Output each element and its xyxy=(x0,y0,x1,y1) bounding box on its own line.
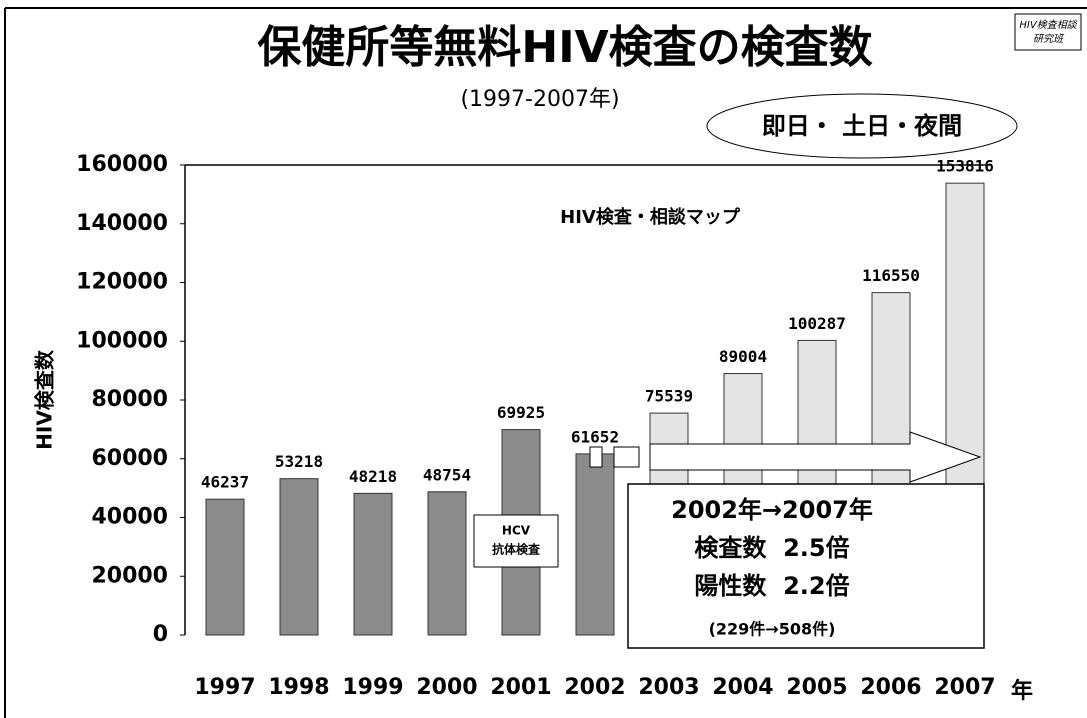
bar xyxy=(575,453,615,636)
y-tick-label: 40000 xyxy=(91,505,168,530)
subtitle: (1997-2007年) xyxy=(460,87,619,112)
bar xyxy=(353,492,393,636)
annotation: 抗体検査 xyxy=(492,542,541,557)
x-tick-label: 2005 xyxy=(786,675,847,700)
y-tick-label: 80000 xyxy=(91,387,168,412)
x-tick-label: 2002 xyxy=(564,675,625,700)
value-label: 153816 xyxy=(936,157,994,176)
summary-text: 2002年→2007年 xyxy=(671,496,873,524)
bar xyxy=(205,498,245,636)
value-label: 75539 xyxy=(645,387,693,406)
oval-text: 即日・ 土日・夜間 xyxy=(762,112,962,140)
arrow-part xyxy=(613,446,640,468)
x-tick-label: 2000 xyxy=(416,675,477,700)
bar xyxy=(279,478,319,636)
summary-text: 検査数 2.5倍 xyxy=(694,534,849,562)
oval xyxy=(706,93,1018,159)
x-tick-label: 1999 xyxy=(342,675,403,700)
y-tick-label: 140000 xyxy=(76,211,168,236)
y-tick-label: 60000 xyxy=(91,446,168,471)
y-axis-label: HIV検査数 xyxy=(33,349,57,450)
x-tick-label: 2004 xyxy=(712,675,773,700)
x-tick-label: 1997 xyxy=(194,675,255,700)
summary-text: (229件→508件) xyxy=(709,620,836,639)
logo-box xyxy=(1014,13,1082,51)
arrow xyxy=(649,431,982,483)
annotation: HIV検査・相談マップ xyxy=(560,206,741,228)
annotation: HCV xyxy=(502,524,531,538)
value-label: 61652 xyxy=(571,427,619,446)
x-tick-label: 2006 xyxy=(860,675,921,700)
value-label: 48218 xyxy=(349,467,397,486)
x-tick-label: 2003 xyxy=(638,675,699,700)
y-tick-label: 0 xyxy=(153,622,168,647)
hcv-box xyxy=(473,514,559,568)
value-label: 46237 xyxy=(201,473,249,492)
x-tick-label: 1998 xyxy=(268,675,329,700)
logo: HIV検査相談 xyxy=(1019,19,1078,31)
value-label: 69925 xyxy=(497,403,545,422)
value-label: 100287 xyxy=(788,314,846,333)
value-label: 89004 xyxy=(719,347,767,366)
summary-box xyxy=(627,483,985,649)
x-tick-label: 2007 xyxy=(934,675,995,700)
x-unit: 年 xyxy=(1011,678,1033,704)
logo: 研究班 xyxy=(1033,33,1065,45)
y-tick-label: 160000 xyxy=(76,152,168,177)
value-label: 53218 xyxy=(275,452,323,471)
y-tick-label: 20000 xyxy=(91,563,168,588)
y-tick-label: 120000 xyxy=(76,270,168,295)
arrow-part xyxy=(589,446,603,468)
summary-text: 陽性数 2.2倍 xyxy=(694,572,849,600)
value-label: 116550 xyxy=(862,266,920,285)
y-tick-label: 100000 xyxy=(76,328,168,353)
bar xyxy=(427,491,467,636)
value-label: 48754 xyxy=(423,465,471,484)
chart-title: 保健所等無料HIV検査の検査数 xyxy=(257,22,872,73)
x-tick-label: 2001 xyxy=(490,675,551,700)
